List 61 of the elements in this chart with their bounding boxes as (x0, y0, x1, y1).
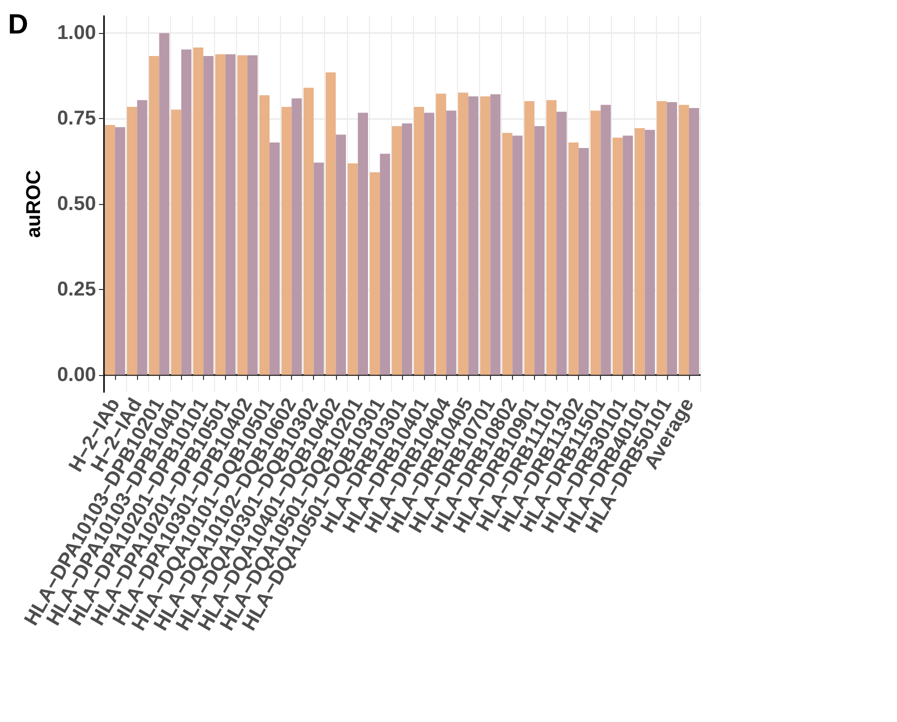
bar (678, 104, 689, 375)
bar (159, 33, 170, 375)
bar (193, 47, 204, 375)
bar (270, 142, 280, 375)
bar (203, 56, 214, 375)
bar (600, 104, 611, 375)
bar (149, 56, 160, 375)
bar (590, 110, 601, 375)
bar (380, 154, 390, 375)
bar (259, 95, 270, 375)
bar (237, 55, 248, 375)
bar (247, 55, 258, 375)
bar (634, 128, 645, 375)
bar (534, 126, 545, 375)
bar (622, 136, 633, 375)
bar (524, 101, 534, 375)
text: D (8, 8, 28, 40)
bar (546, 100, 557, 375)
bar (414, 106, 424, 375)
bar (336, 134, 346, 375)
y-tick-label: 0.50 (57, 193, 96, 215)
bar (436, 94, 446, 375)
bar (370, 172, 380, 375)
bar (480, 96, 490, 375)
bar (666, 102, 678, 375)
bar (358, 112, 368, 375)
bar (656, 101, 667, 375)
bar (225, 54, 236, 375)
bar (304, 88, 314, 375)
bar (215, 54, 226, 375)
bar (115, 127, 126, 375)
bar (137, 100, 148, 375)
bar (126, 106, 138, 375)
y-tick-label: 0.00 (57, 364, 96, 386)
bar (512, 136, 523, 375)
y-tick-label: 0.25 (57, 278, 96, 300)
bar (490, 94, 500, 375)
bar (468, 96, 478, 375)
bar (326, 72, 336, 375)
bar (292, 98, 302, 375)
bar (458, 92, 468, 375)
bar (348, 163, 358, 375)
bar (181, 50, 192, 375)
bar (424, 112, 434, 375)
bar (644, 130, 655, 375)
bar (568, 142, 579, 375)
y-tick-label: 0.75 (57, 108, 96, 130)
bar (402, 123, 412, 375)
bar (314, 162, 324, 375)
bar (392, 126, 402, 375)
bar (502, 132, 512, 375)
y-axis-title: auROC (23, 170, 45, 238)
bar (104, 125, 116, 375)
bar (578, 148, 589, 375)
bar (556, 112, 567, 375)
bar (446, 110, 456, 375)
bar (612, 138, 623, 375)
bar (171, 110, 182, 375)
y-tick-label: 1.00 (57, 22, 96, 44)
bar (281, 106, 292, 375)
bar (688, 108, 700, 375)
